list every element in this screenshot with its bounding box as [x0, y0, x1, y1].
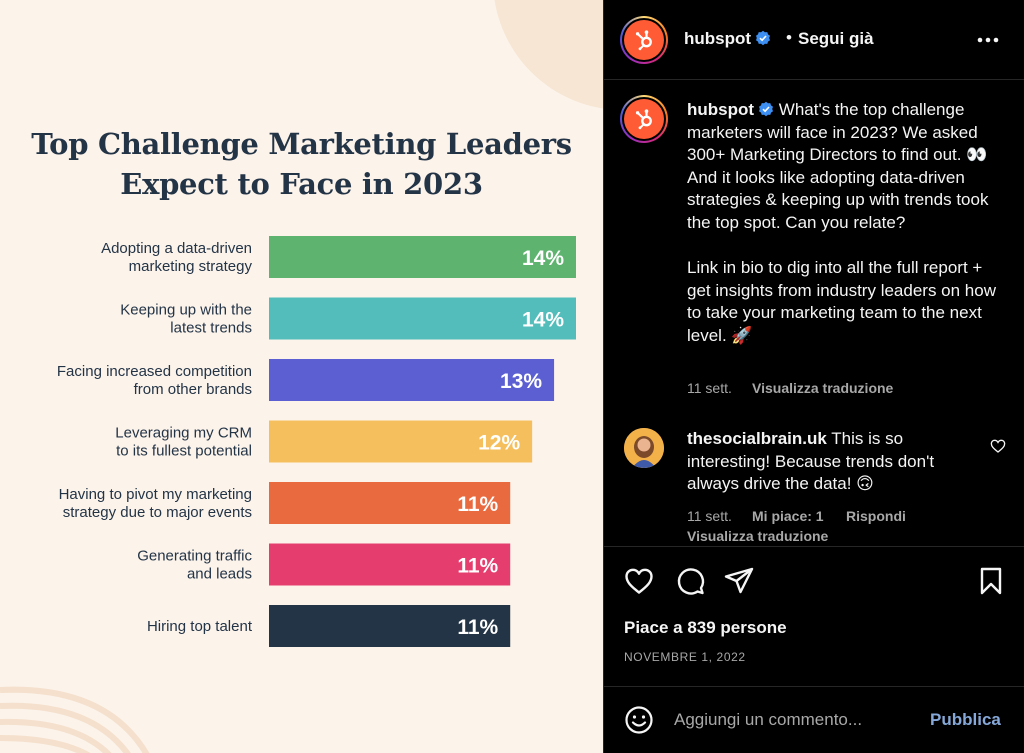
comment-reply-text: Rispondi	[846, 508, 906, 524]
decorative-arcs	[0, 686, 150, 753]
comment-reply-button[interactable]: Rispondi	[846, 508, 906, 524]
post-caption: hubspot What's the top challenge markete…	[687, 99, 1007, 370]
header-avatar[interactable]	[620, 16, 668, 64]
category-label-5: Having to pivot my marketing strategy due…	[59, 486, 252, 521]
bar-value-label-6: 11%	[457, 555, 498, 578]
bar-chart: 14% Adopting a data-driven marketing strat…	[57, 236, 576, 647]
comment-time[interactable]: 11 sett.	[687, 508, 732, 524]
bar-value-label-5: 11%	[457, 493, 498, 516]
bar-2	[269, 297, 576, 340]
category-label-4: Leveraging my CRM to its fullest potentia…	[115, 425, 252, 460]
composer-divider	[604, 686, 1024, 687]
comment-translate-text: Visualizza traduzione	[687, 528, 829, 544]
header-divider	[604, 79, 1024, 80]
bar-5	[269, 482, 511, 524]
actions-divider	[604, 546, 1024, 547]
chart-title-line-1: Top Challenge Marketing Leaders	[31, 127, 572, 161]
more-icon[interactable]	[976, 36, 1000, 44]
category-label-2: Keeping up with the latest trends	[120, 302, 252, 337]
header-username[interactable]: hubspot	[684, 29, 771, 49]
category-label-1: Adopting a data-driven marketing strategy	[101, 240, 252, 275]
caption-username[interactable]: hubspot	[687, 100, 755, 119]
bookmark-icon[interactable]	[975, 565, 1007, 597]
header-separator: •	[786, 28, 792, 47]
caption-translate-text: Visualizza traduzione	[752, 380, 894, 396]
bar-value-label-7: 11%	[457, 616, 498, 639]
share-icon[interactable]	[723, 565, 755, 597]
chart-title-line-2: Expect to Face in 2023	[120, 167, 483, 201]
bar-value-label-3: 13%	[500, 370, 542, 393]
category-label-3: Facing increased competition from other b…	[57, 363, 252, 398]
comment-text: This is so interesting! Because trends d…	[687, 429, 935, 494]
comment-likes-text: Mi piace: 1	[752, 508, 824, 524]
bar-3	[269, 359, 555, 401]
person-avatar-icon	[624, 428, 664, 468]
publish-button[interactable]: Pubblica	[930, 710, 1001, 729]
bar-6	[269, 543, 511, 586]
verified-badge-icon	[759, 101, 774, 117]
hubspot-logo-icon	[635, 109, 652, 130]
hubspot-logo-icon	[635, 30, 652, 51]
comment: thesocialbrain.uk This is so interesting…	[687, 428, 977, 496]
heart-icon[interactable]	[623, 565, 655, 597]
comment-heart-icon[interactable]	[990, 438, 1006, 454]
comment-translate-link[interactable]: Visualizza traduzione	[687, 528, 828, 544]
likes-count[interactable]: Piace a 839 persone	[624, 618, 787, 637]
commenter-avatar[interactable]	[624, 428, 664, 468]
post-image: Top Challenge Marketing Leaders Expect t…	[0, 0, 603, 753]
bar-7	[269, 605, 511, 647]
caption-time[interactable]: 11 sett.	[687, 380, 732, 396]
comment-icon[interactable]	[674, 565, 706, 597]
follow-status-button[interactable]: Segui già	[798, 29, 874, 48]
caption-text-2: Link in bio to dig into all the full rep…	[687, 258, 996, 345]
caption-text-1: What's the top challenge marketers will …	[687, 100, 989, 232]
bar-4	[269, 420, 533, 463]
caption-translate-link[interactable]: Visualizza traduzione	[752, 380, 893, 396]
category-label-6: Generating traffic and leads	[137, 548, 252, 583]
caption-avatar[interactable]	[620, 95, 668, 143]
post-panel: hubspot • Segui già hubspot	[604, 0, 1024, 753]
panel-divider	[603, 0, 604, 753]
bar-value-label-1: 14%	[522, 247, 564, 270]
bar-value-label-2: 14%	[522, 309, 564, 332]
comment-input[interactable]	[674, 706, 924, 734]
chart-title: Top Challenge Marketing Leaders Expect t…	[0, 124, 603, 204]
bar-value-label-4: 12%	[478, 432, 520, 455]
emoji-icon[interactable]	[624, 705, 654, 735]
category-label-7: Hiring top talent	[147, 618, 253, 635]
bar-1	[269, 236, 576, 278]
header-username-text: hubspot	[684, 29, 752, 48]
post-date: NOVEMBRE 1, 2022	[624, 650, 746, 664]
comment-likes[interactable]: Mi piace: 1	[752, 508, 824, 524]
verified-badge-icon	[756, 30, 771, 46]
comment-username[interactable]: thesocialbrain.uk	[687, 429, 827, 448]
